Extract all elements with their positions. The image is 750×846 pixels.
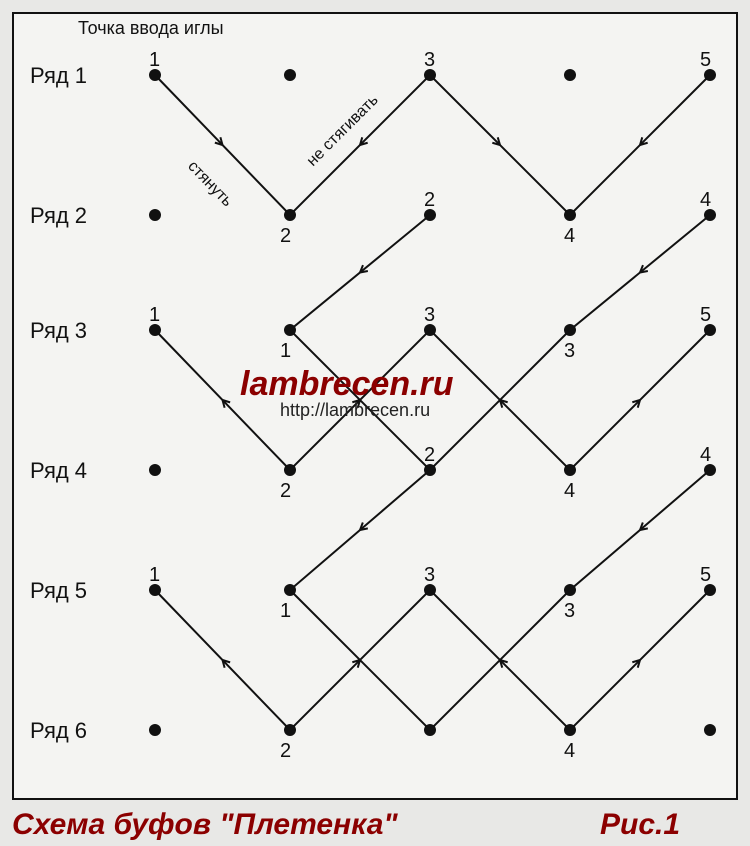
point-number: 2: [424, 444, 435, 467]
point-number: 4: [700, 189, 711, 212]
point-number: 1: [149, 49, 160, 72]
point-number: 4: [564, 225, 575, 248]
point-number: 3: [424, 564, 435, 587]
point-number: 2: [280, 740, 291, 763]
point-number: 2: [280, 225, 291, 248]
point-number: 4: [564, 740, 575, 763]
point-number: 3: [564, 340, 575, 363]
point-number: 3: [424, 304, 435, 327]
watermark-url: http://lambrecen.ru: [280, 400, 430, 421]
point-number: 1: [280, 600, 291, 623]
point-number: 4: [700, 444, 711, 467]
row-label: Ряд 5: [30, 578, 87, 604]
point-number: 3: [424, 49, 435, 72]
row-label: Ряд 4: [30, 458, 87, 484]
row-label: Ряд 3: [30, 318, 87, 344]
point-number: 1: [280, 340, 291, 363]
row-label: Ряд 1: [30, 63, 87, 89]
row-label: Ряд 2: [30, 203, 87, 229]
point-number: 1: [149, 564, 160, 587]
diagram-canvas: Точка ввода иглы Ряд 1 Ряд 2 Ряд 3 Ряд 4 Ряд…: [0, 0, 750, 846]
watermark-brand: lambrecen.ru: [240, 365, 454, 404]
row-label: Ряд 6: [30, 718, 87, 744]
point-number: 5: [700, 564, 711, 587]
point-number: 5: [700, 304, 711, 327]
point-number: 2: [424, 189, 435, 212]
point-number: 4: [564, 480, 575, 503]
point-number: 5: [700, 49, 711, 72]
caption-title: Схема буфов "Плетенка": [12, 808, 398, 842]
point-number: 3: [564, 600, 575, 623]
caption-figure: Рис.1: [600, 808, 680, 842]
header-text: Точка ввода иглы: [78, 18, 224, 39]
point-number: 2: [280, 480, 291, 503]
point-number: 1: [149, 304, 160, 327]
